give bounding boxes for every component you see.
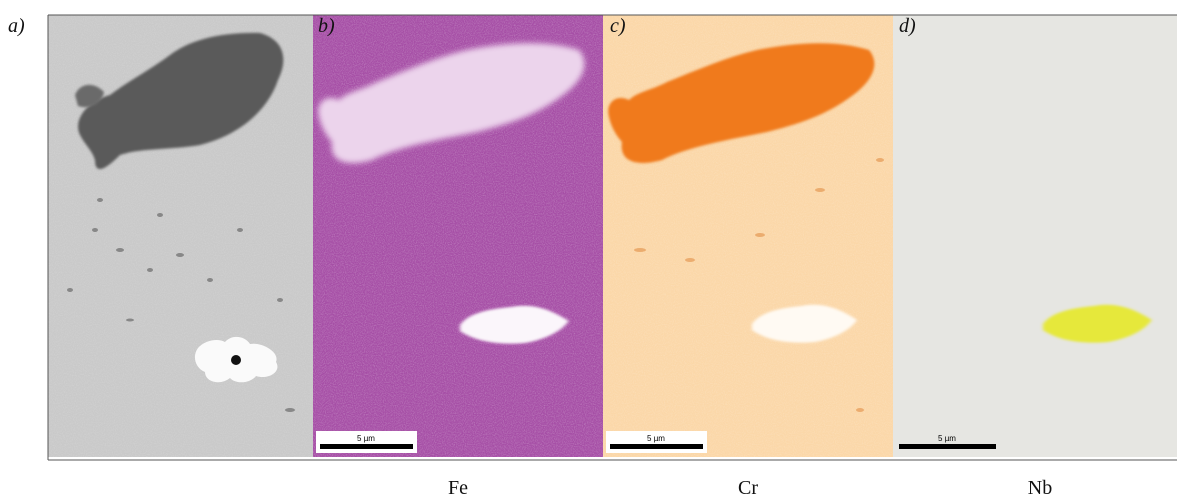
panel-label: c) (610, 15, 626, 37)
element-label: Cr (738, 477, 758, 499)
panel-label: d) (899, 15, 916, 37)
panel-label: a) (8, 15, 25, 37)
panel-label: b) (318, 15, 335, 37)
scale-bar-label: 5 µm (357, 434, 375, 443)
panel-a (48, 15, 313, 457)
panel-c (603, 15, 893, 457)
panel-b (313, 15, 603, 457)
panel-d (893, 15, 1177, 457)
scale-bar-label: 5 µm (938, 434, 956, 443)
element-label: Fe (448, 477, 468, 499)
scale-bar-label: 5 µm (647, 434, 665, 443)
element-label: Nb (1028, 477, 1052, 499)
